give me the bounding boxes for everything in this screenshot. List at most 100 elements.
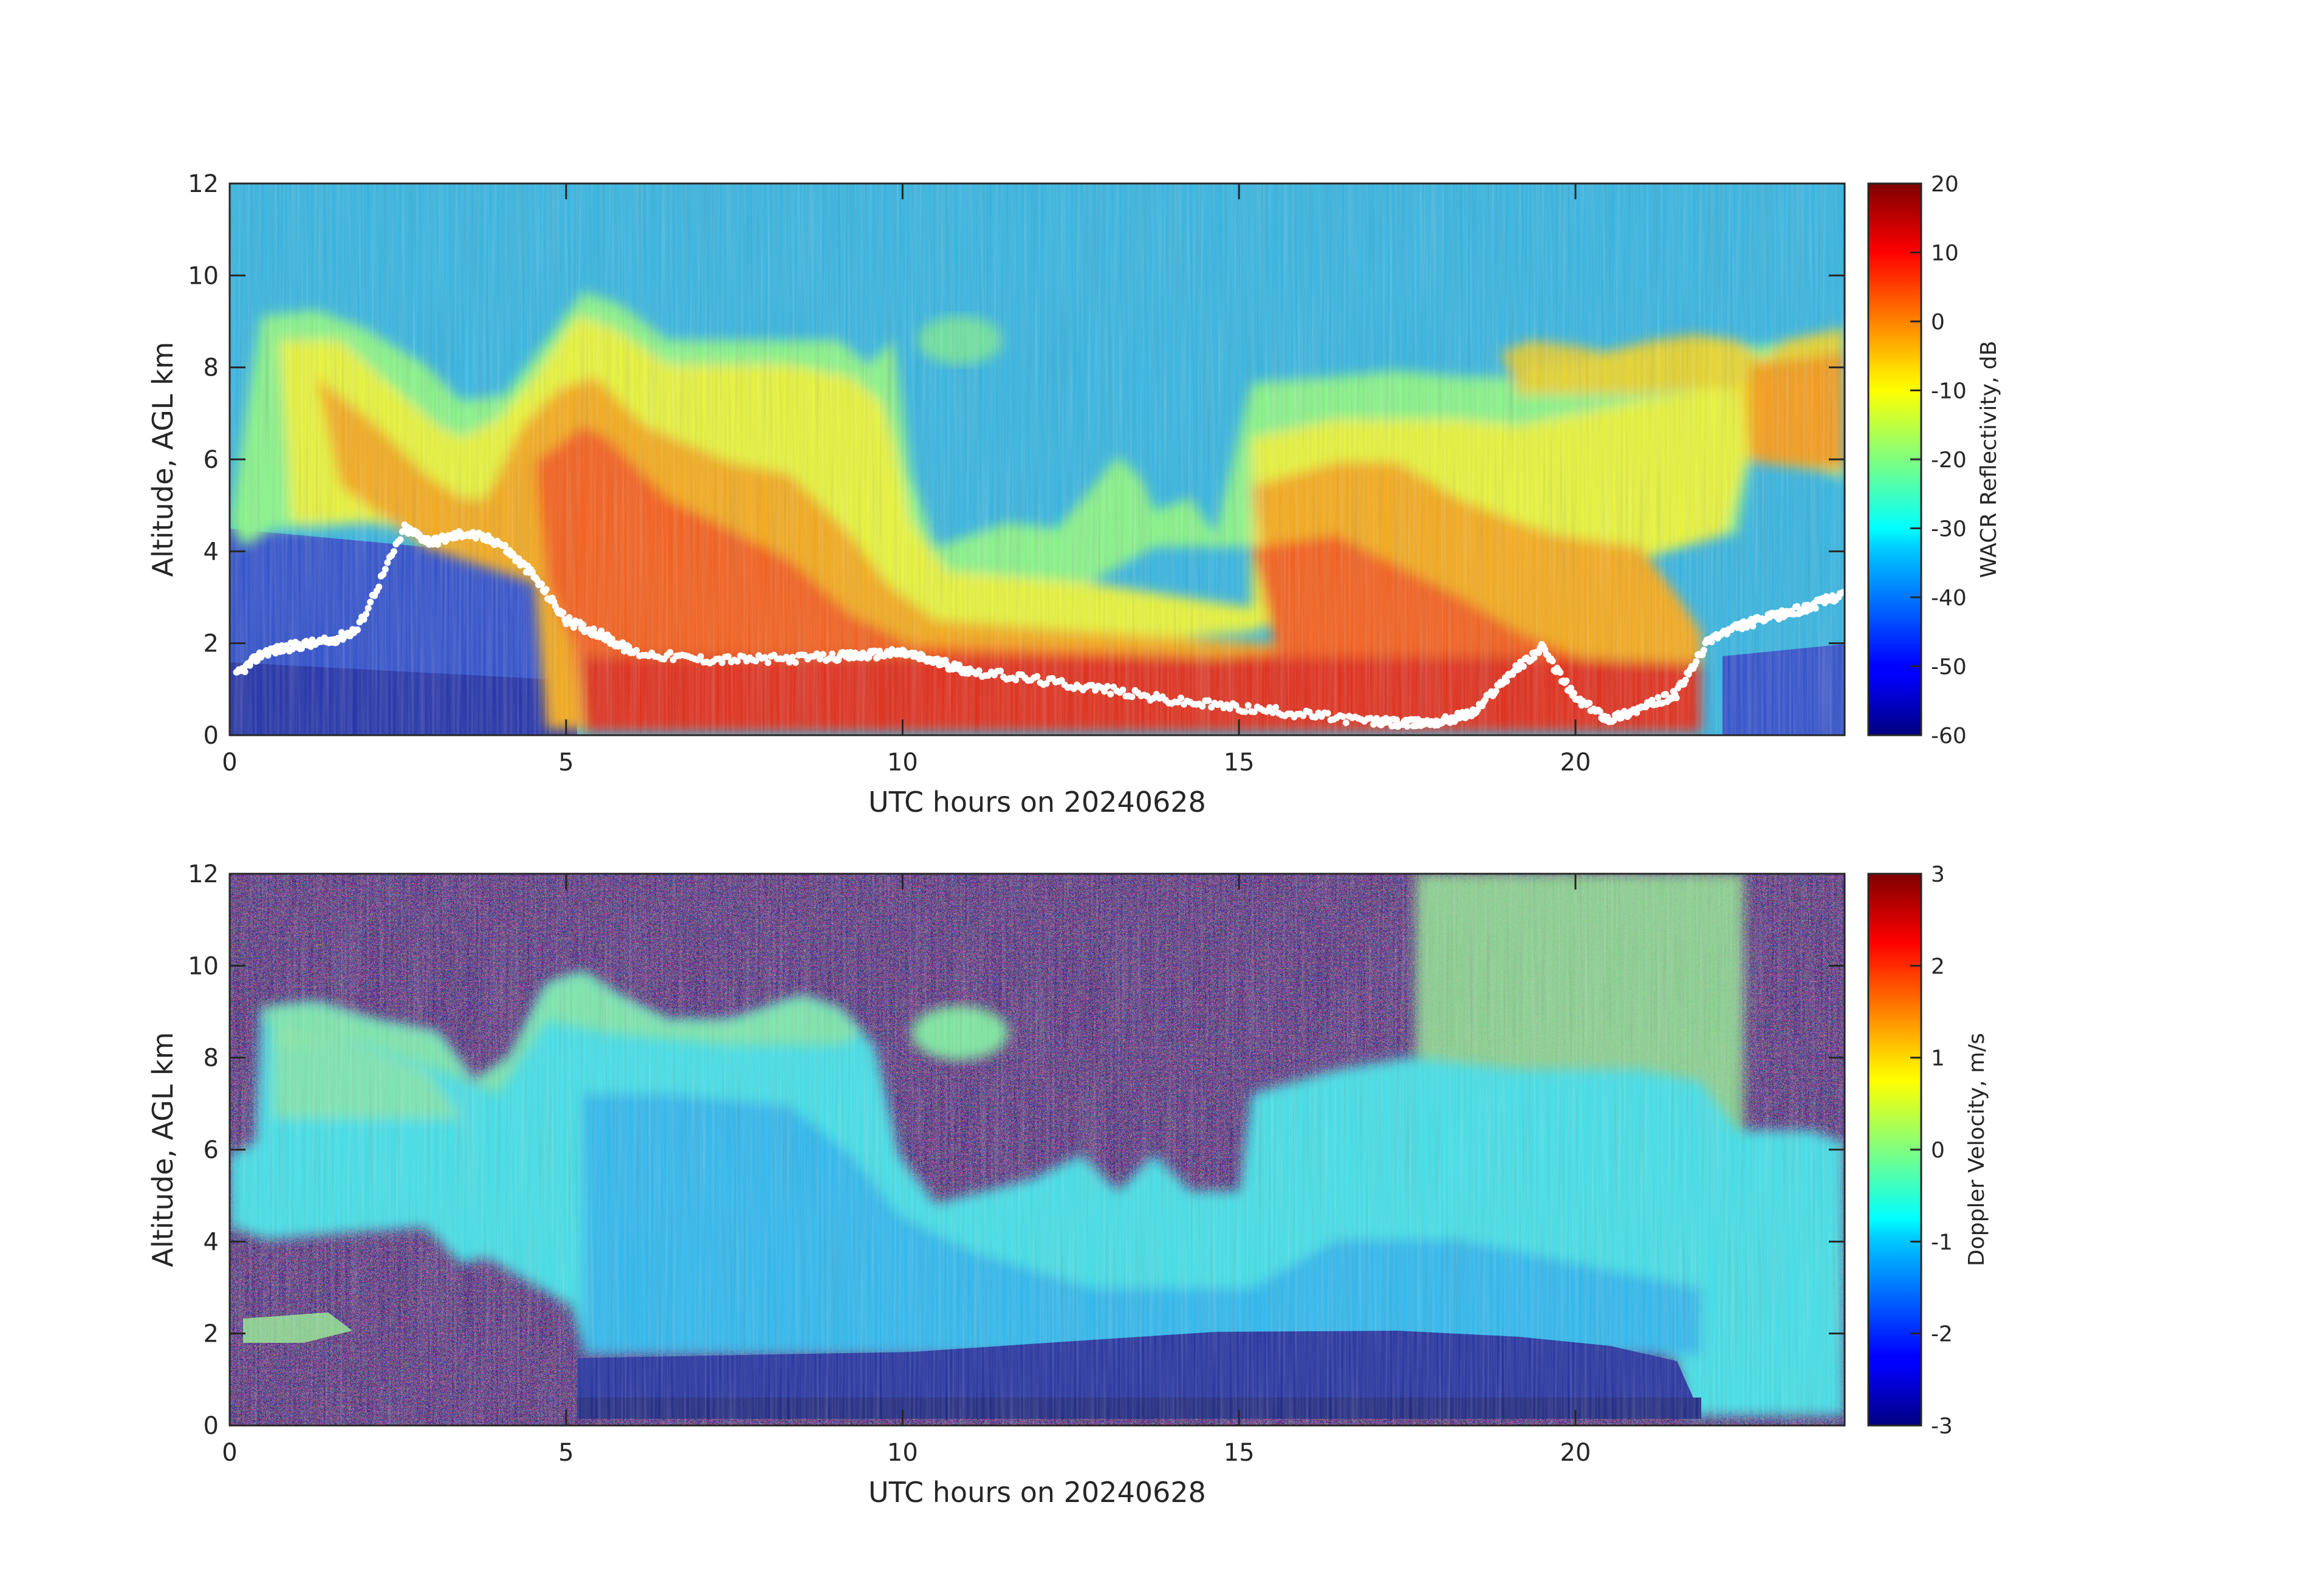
cloud-base-point <box>365 605 372 612</box>
cloud-base-point <box>1101 688 1108 695</box>
cloud-base-point <box>375 583 383 591</box>
colorbar-tick-label: -40 <box>1931 586 1967 611</box>
cloud-base-point <box>1107 690 1114 698</box>
y-tick-label: 10 <box>188 952 219 980</box>
cloud-base-point <box>752 657 759 665</box>
cloud-base-point <box>1266 704 1273 712</box>
cloud-base-point <box>1662 691 1670 698</box>
colorbar-tick-label: -30 <box>1931 517 1967 542</box>
colorbar-tick-label: -1 <box>1931 1230 1953 1255</box>
x-tick-label: 20 <box>1560 749 1591 777</box>
cloud-base-point <box>360 616 368 623</box>
cloud-base-point <box>783 653 790 660</box>
cloud-base-point <box>1567 684 1574 691</box>
cloud-base-point <box>566 614 573 621</box>
cloud-base-point <box>241 668 249 676</box>
cloud-base-point <box>1104 682 1111 690</box>
cloud-base-point <box>820 651 827 658</box>
colorbar-tick-label: 3 <box>1931 862 1945 887</box>
cloud-base-point <box>1520 663 1527 670</box>
cloud-base-point <box>1794 603 1801 610</box>
cloud-base-point <box>1812 605 1819 612</box>
colorbar-tick-label: 0 <box>1931 310 1945 335</box>
y-tick-label: 10 <box>188 262 219 290</box>
cloud-base-point <box>1226 705 1233 712</box>
y-tick-label: 12 <box>188 170 219 198</box>
cloud-base-point <box>543 586 550 593</box>
reflectivity-y-ticks: 0 2 4 6 8 10 12 <box>188 170 1845 750</box>
reflectivity-y-axis-label: Altitude, AGL km <box>146 341 179 577</box>
colorbar-tick-label: 20 <box>1931 172 1959 197</box>
velocity-y-axis-label: Altitude, AGL km <box>146 1032 179 1267</box>
cloud-base-point <box>1682 676 1689 684</box>
colorbar-tick-label: 0 <box>1931 1138 1945 1163</box>
cloud-base-point <box>1269 709 1277 716</box>
y-tick-label: 4 <box>204 538 219 566</box>
y-tick-label: 8 <box>204 1044 219 1072</box>
cloud-base-point <box>1244 702 1252 709</box>
cloud-base-point <box>367 599 374 606</box>
cloud-base-point <box>397 536 404 543</box>
cloud-base-point <box>382 566 389 573</box>
cloud-base-point <box>814 650 821 657</box>
cloud-base-point <box>380 571 387 578</box>
cloud-base-point <box>633 647 640 654</box>
y-tick-label: 6 <box>204 446 219 474</box>
cloud-base-point <box>1530 654 1538 661</box>
colorbar-tick-label: -2 <box>1931 1322 1953 1347</box>
reflectivity-colorbar-label: WACR Reflectivity, dB <box>1976 341 2001 578</box>
x-tick-label: 20 <box>1560 1439 1591 1467</box>
cloud-base-point <box>667 649 674 656</box>
cloud-base-point <box>1596 708 1603 715</box>
cloud-base-point <box>1749 622 1757 629</box>
y-tick-label: 6 <box>204 1136 219 1164</box>
y-tick-label: 2 <box>204 630 219 658</box>
reflectivity-colorbar-ticks: -60 -50 -40 -30 -20 -10 0 10 20 <box>1910 172 1967 749</box>
x-tick-label: 15 <box>1224 749 1255 777</box>
cloud-base-point <box>1250 708 1258 716</box>
colorbar-tick-label: -20 <box>1931 448 1967 473</box>
y-tick-label: 4 <box>204 1228 219 1256</box>
cloud-base-point <box>1119 686 1126 693</box>
cloud-base-point <box>384 559 391 566</box>
cloud-base-point <box>1177 695 1185 702</box>
cloud-base-point <box>1610 717 1617 724</box>
x-tick-label: 0 <box>222 1439 237 1467</box>
x-tick-label: 0 <box>222 749 237 777</box>
y-tick-label: 2 <box>204 1320 219 1348</box>
cloud-base-point <box>501 541 509 549</box>
cloud-base-point <box>1570 690 1577 697</box>
cloud-base-point <box>1404 722 1411 730</box>
cloud-base-point <box>1033 673 1041 680</box>
cloud-base-point <box>1199 702 1206 710</box>
cloud-base-point <box>1012 676 1020 684</box>
colorbar-tick-label: -60 <box>1931 724 1967 749</box>
y-tick-label: 8 <box>204 354 219 382</box>
reflectivity-field <box>230 184 1845 735</box>
y-tick-label: 0 <box>204 1412 219 1440</box>
x-tick-label: 5 <box>558 749 574 777</box>
cloud-base-point <box>590 625 597 633</box>
cloud-base-point <box>826 655 833 662</box>
cloud-base-point <box>1492 687 1500 695</box>
cloud-base-point <box>792 659 799 666</box>
cloud-base-point <box>363 611 370 618</box>
cloud-base-point <box>1549 657 1556 665</box>
cloud-base-point <box>1089 682 1096 689</box>
velocity-x-ticks: 0 5 10 15 20 <box>222 874 1591 1467</box>
cloud-base-point <box>718 659 725 667</box>
cloud-base-point <box>789 654 796 661</box>
cloud-base-point <box>1324 710 1331 717</box>
cloud-base-point <box>764 659 772 667</box>
cloud-base-point <box>570 624 577 631</box>
velocity-colorbar-label: Doppler Velocity, m/s <box>1964 1033 1989 1266</box>
cloud-base-point <box>1232 702 1239 709</box>
cloud-base-point <box>579 621 586 628</box>
cloud-base-point <box>560 609 567 616</box>
colorbar-tick-label: 2 <box>1931 954 1945 979</box>
cloud-base-point <box>529 569 536 576</box>
cloud-base-point <box>1128 693 1136 701</box>
cloud-base-point <box>1586 699 1593 707</box>
